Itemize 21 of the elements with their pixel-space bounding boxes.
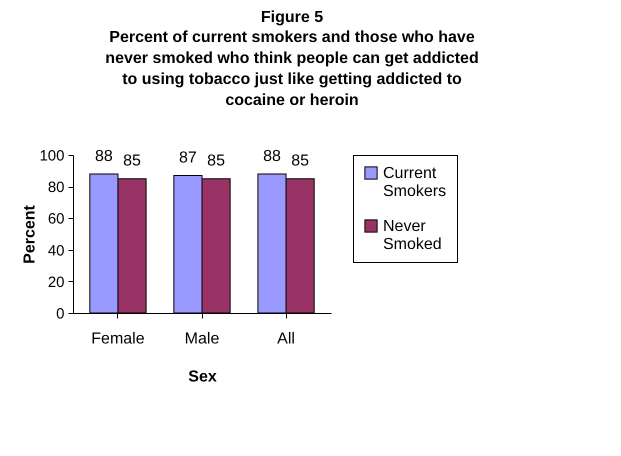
x-tick-label: Male [184, 330, 220, 348]
legend-label: Never Smoked [383, 218, 442, 253]
y-tick-label: 80 [48, 179, 64, 196]
chart-title: Figure 5 [260, 8, 324, 26]
data-label: 87 [179, 150, 197, 167]
legend-label: Current Smokers [383, 165, 446, 200]
x-tick-label: All [277, 330, 295, 348]
y-tick-label: 100 [39, 148, 64, 164]
data-label: 88 [263, 148, 281, 165]
data-label: 85 [207, 152, 226, 170]
x-axis-title: Sex [188, 368, 217, 386]
x-tick-label: Female [91, 330, 145, 348]
y-tick-label: 0 [56, 306, 64, 322]
data-label: 88 [94, 148, 113, 165]
chart-subtitle: Percent of current smokers and those who have never smoked who think people can get addicted to using tobacco just like getting addicted to cocaine or heroin [105, 28, 479, 109]
y-tick-label: 20 [48, 274, 64, 291]
data-label: 85 [291, 152, 310, 170]
y-tick-label: 40 [48, 242, 64, 260]
y-tick-label: 60 [48, 210, 64, 228]
data-label: 85 [123, 152, 142, 170]
y-axis-title: Percent [21, 204, 38, 264]
